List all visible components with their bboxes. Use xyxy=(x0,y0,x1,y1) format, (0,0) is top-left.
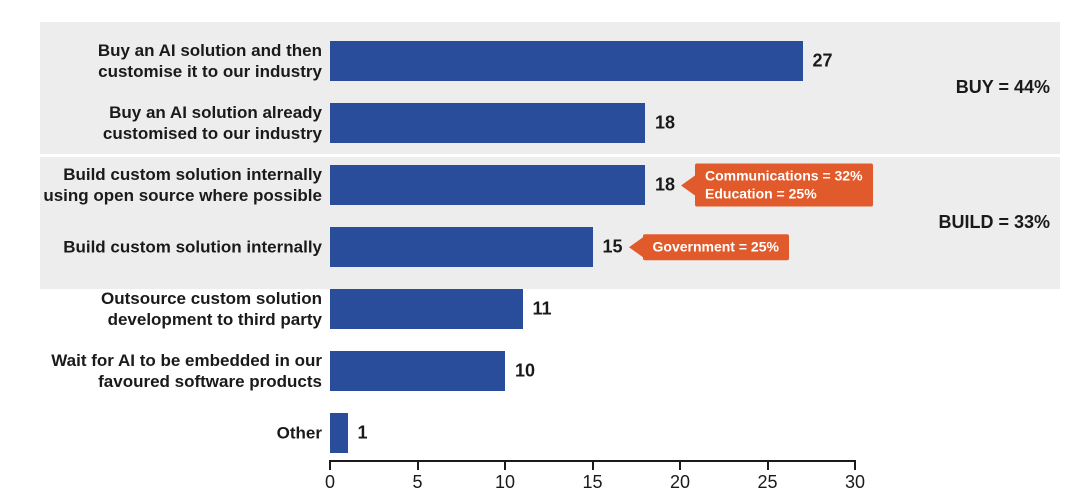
x-axis-tick xyxy=(417,460,419,470)
bar-label: Build custom solution internally xyxy=(22,236,322,257)
x-axis-tick-label: 25 xyxy=(757,472,777,493)
bar xyxy=(330,351,505,391)
x-axis-tick xyxy=(504,460,506,470)
bar-label: Other xyxy=(22,422,322,443)
chart-row: Outsource custom solution development to… xyxy=(0,278,1080,340)
chart-row: Wait for AI to be embedded in our favour… xyxy=(0,340,1080,402)
bar xyxy=(330,103,645,143)
bar xyxy=(330,413,348,453)
x-axis-tick-label: 5 xyxy=(412,472,422,493)
bar-value: 11 xyxy=(533,299,552,320)
bar-value: 18 xyxy=(655,175,675,196)
bar xyxy=(330,165,645,205)
bar-label: Buy an AI solution and then customise it… xyxy=(22,40,322,83)
callout-line: Government = 25% xyxy=(653,238,779,256)
x-axis-tick-label: 15 xyxy=(582,472,602,493)
chart-row: Build custom solution internally 15 Govern… xyxy=(0,216,1080,278)
bar xyxy=(330,227,593,267)
callout-badge: Government = 25% xyxy=(643,234,789,260)
bar-label: Buy an AI solution already customised to… xyxy=(22,102,322,145)
chart-row: Other 1 xyxy=(0,402,1080,464)
x-axis-tick-label: 30 xyxy=(845,472,865,493)
x-axis-tick-label: 20 xyxy=(670,472,690,493)
x-axis-tick xyxy=(592,460,594,470)
bar-label: Outsource custom solution development to… xyxy=(22,288,322,331)
bar-value: 27 xyxy=(813,51,833,72)
callout-badge: Communications = 32%Education = 25% xyxy=(695,164,873,207)
bar-value: 18 xyxy=(655,113,675,134)
bar-value: 15 xyxy=(603,237,623,258)
callout-line: Education = 25% xyxy=(705,185,863,203)
bar-label: Build custom solution internally using o… xyxy=(22,164,322,207)
x-axis-tick xyxy=(854,460,856,470)
x-axis-tick xyxy=(679,460,681,470)
callout-line: Communications = 32% xyxy=(705,168,863,186)
group-summary-label: BUY = 44% xyxy=(956,77,1050,98)
ai-strategy-bar-chart: Buy an AI solution and then customise it… xyxy=(0,0,1080,502)
bar-label: Wait for AI to be embedded in our favour… xyxy=(22,350,322,393)
chart-row: Buy an AI solution already customised to… xyxy=(0,92,1080,154)
group-summary-label: BUILD = 33% xyxy=(938,212,1050,233)
x-axis-tick xyxy=(329,460,331,470)
x-axis-tick-label: 10 xyxy=(495,472,515,493)
bar xyxy=(330,289,523,329)
bar-value: 1 xyxy=(358,423,368,444)
x-axis-tick-label: 0 xyxy=(325,472,335,493)
x-axis-tick xyxy=(767,460,769,470)
chart-row: Buy an AI solution and then customise it… xyxy=(0,30,1080,92)
bar-value: 10 xyxy=(515,361,535,382)
bar xyxy=(330,41,803,81)
chart-row: Build custom solution internally using o… xyxy=(0,154,1080,216)
